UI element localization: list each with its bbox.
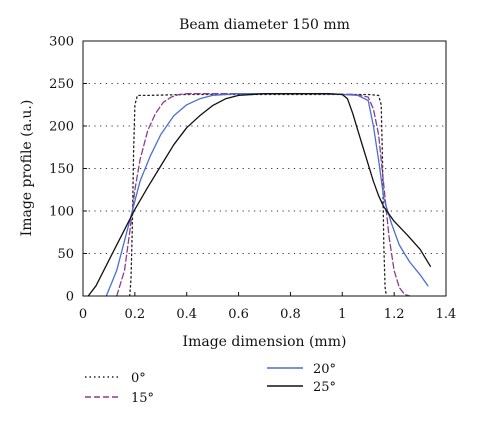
chart-title: Beam diameter 150 mm [179,17,350,33]
x-tick-label-5: 1 [338,307,346,322]
x-tick-label-7: 1.4 [436,307,457,322]
y-tick-label-1: 50 [57,247,74,262]
y-tick-label-5: 250 [49,77,74,92]
y-tick-label-4: 200 [49,120,74,135]
grid-lines [83,82,446,255]
y-tick-label-3: 150 [49,162,74,177]
legend-label-3: 25° [313,380,336,395]
x-tick-label-0: 0 [79,307,87,322]
series-line-2 [105,93,429,297]
x-tick-label-4: 0.8 [280,307,301,322]
x-tick-label-2: 0.4 [176,307,197,322]
x-tick-label-1: 0.2 [125,307,146,322]
y-tick-label-6: 300 [49,35,74,50]
legend: 0° 15° 20° 25° [85,362,336,406]
x-axis-label: Image dimension (mm) [183,334,347,350]
legend-label-0: 0° [131,371,146,386]
legend-label-2: 20° [313,362,336,377]
y-tick-label-2: 100 [49,205,74,220]
series-line-3 [87,93,432,297]
series-lines [87,93,432,297]
x-tick-label-6: 1.2 [384,307,405,322]
legend-label-1: 15° [131,391,154,406]
x-tick-label-3: 0.6 [228,307,249,322]
y-axis-label: Image profile (a.u.) [19,100,35,237]
axis-ticks: 0 0.2 0.4 0.6 0.8 1 1.2 1.4 0 50 100 150 200 250 300 [49,35,456,323]
series-line-1 [116,93,411,297]
y-tick-label-0: 0 [66,290,74,305]
